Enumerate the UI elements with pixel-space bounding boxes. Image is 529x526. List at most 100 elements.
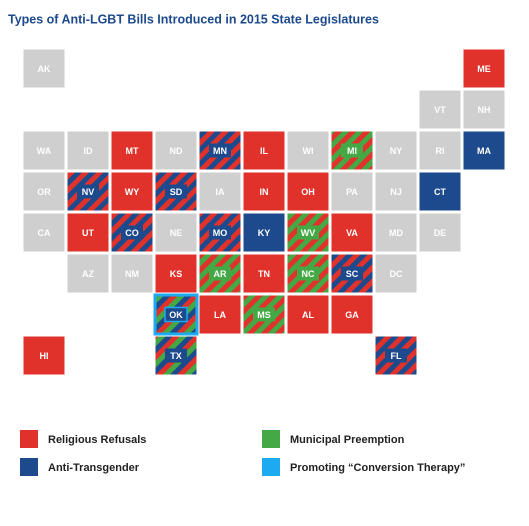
state [110,253,154,294]
state-label: PA [346,187,358,197]
state-label: RI [436,146,445,156]
state-label: MT [126,146,139,156]
state [242,253,286,294]
state-label: NJ [390,187,402,197]
state-label: TX [170,351,182,361]
state [286,130,330,171]
state [242,212,286,253]
state-label: AZ [82,269,94,279]
state [286,294,330,335]
state [418,171,462,212]
state-label: WV [301,228,316,238]
state [154,130,198,171]
legend-swatch [20,430,38,448]
state [374,171,418,212]
state-label: SD [170,187,183,197]
state-label: NC [302,269,315,279]
state [374,130,418,171]
title: Types of Anti-LGBT Bills Introduced in 2… [8,12,379,26]
label-bg [341,143,363,158]
label-bg [209,266,231,281]
state-label: OR [37,187,51,197]
state [374,212,418,253]
state [418,212,462,253]
state-label: MD [389,228,403,238]
state [462,130,506,171]
state [22,212,66,253]
state-label: VT [434,105,446,115]
legend-swatch [262,458,280,476]
state [330,212,374,253]
state-label: NV [82,187,95,197]
state-label: DE [434,228,447,238]
label-bg [209,143,231,158]
state-label: FL [391,351,402,361]
state-label: HI [40,351,49,361]
state-label: NE [170,228,183,238]
state [22,130,66,171]
state-label: NM [125,269,139,279]
legend-label: Religious Refusals [48,434,146,446]
state-label: LA [214,310,226,320]
state-label: IL [260,146,269,156]
label-bg [209,225,231,240]
state [154,212,198,253]
state-label: DC [390,269,403,279]
legend-swatch [20,458,38,476]
state [418,89,462,130]
state [66,253,110,294]
state-label: KS [170,269,183,279]
state [110,171,154,212]
label-bg [253,307,275,322]
state-label: WI [303,146,314,156]
state [22,171,66,212]
state [198,294,242,335]
state-label: ND [170,146,183,156]
legend-label: Promoting “Conversion Therapy” [290,462,465,474]
state-label: AR [214,269,227,279]
label-bg [385,348,407,363]
state-label: CO [125,228,139,238]
label-bg [165,348,187,363]
legend-label: Anti-Transgender [48,462,140,474]
state-label: CA [38,228,51,238]
state [198,171,242,212]
legend-swatch [262,430,280,448]
state-label: WY [125,187,140,197]
state-label: UT [82,228,94,238]
state-label: IA [216,187,226,197]
state-label: MN [213,146,227,156]
state-label: NY [390,146,403,156]
state-label: WA [37,146,52,156]
state-label: SC [346,269,359,279]
label-bg [77,184,99,199]
state-label: GA [345,310,359,320]
state [418,130,462,171]
state-label: MA [477,146,491,156]
state [462,89,506,130]
label-bg [121,225,143,240]
state-label: MS [257,310,271,320]
state-label: TN [258,269,270,279]
label-bg [297,266,319,281]
state-label: OK [169,310,183,320]
state [22,48,66,89]
label-bg [165,184,187,199]
state [66,171,110,212]
state-label: OH [301,187,315,197]
state-label: MO [213,228,228,238]
state-label: IN [260,187,269,197]
state [374,253,418,294]
state-label: AL [302,310,314,320]
state [242,130,286,171]
state [154,253,198,294]
state-label: ID [84,146,94,156]
state [242,171,286,212]
state [22,335,66,376]
state-label: KY [258,228,271,238]
legend-label: Municipal Preemption [290,434,405,446]
state [330,171,374,212]
label-bg [164,306,188,323]
state-label: CT [434,187,446,197]
